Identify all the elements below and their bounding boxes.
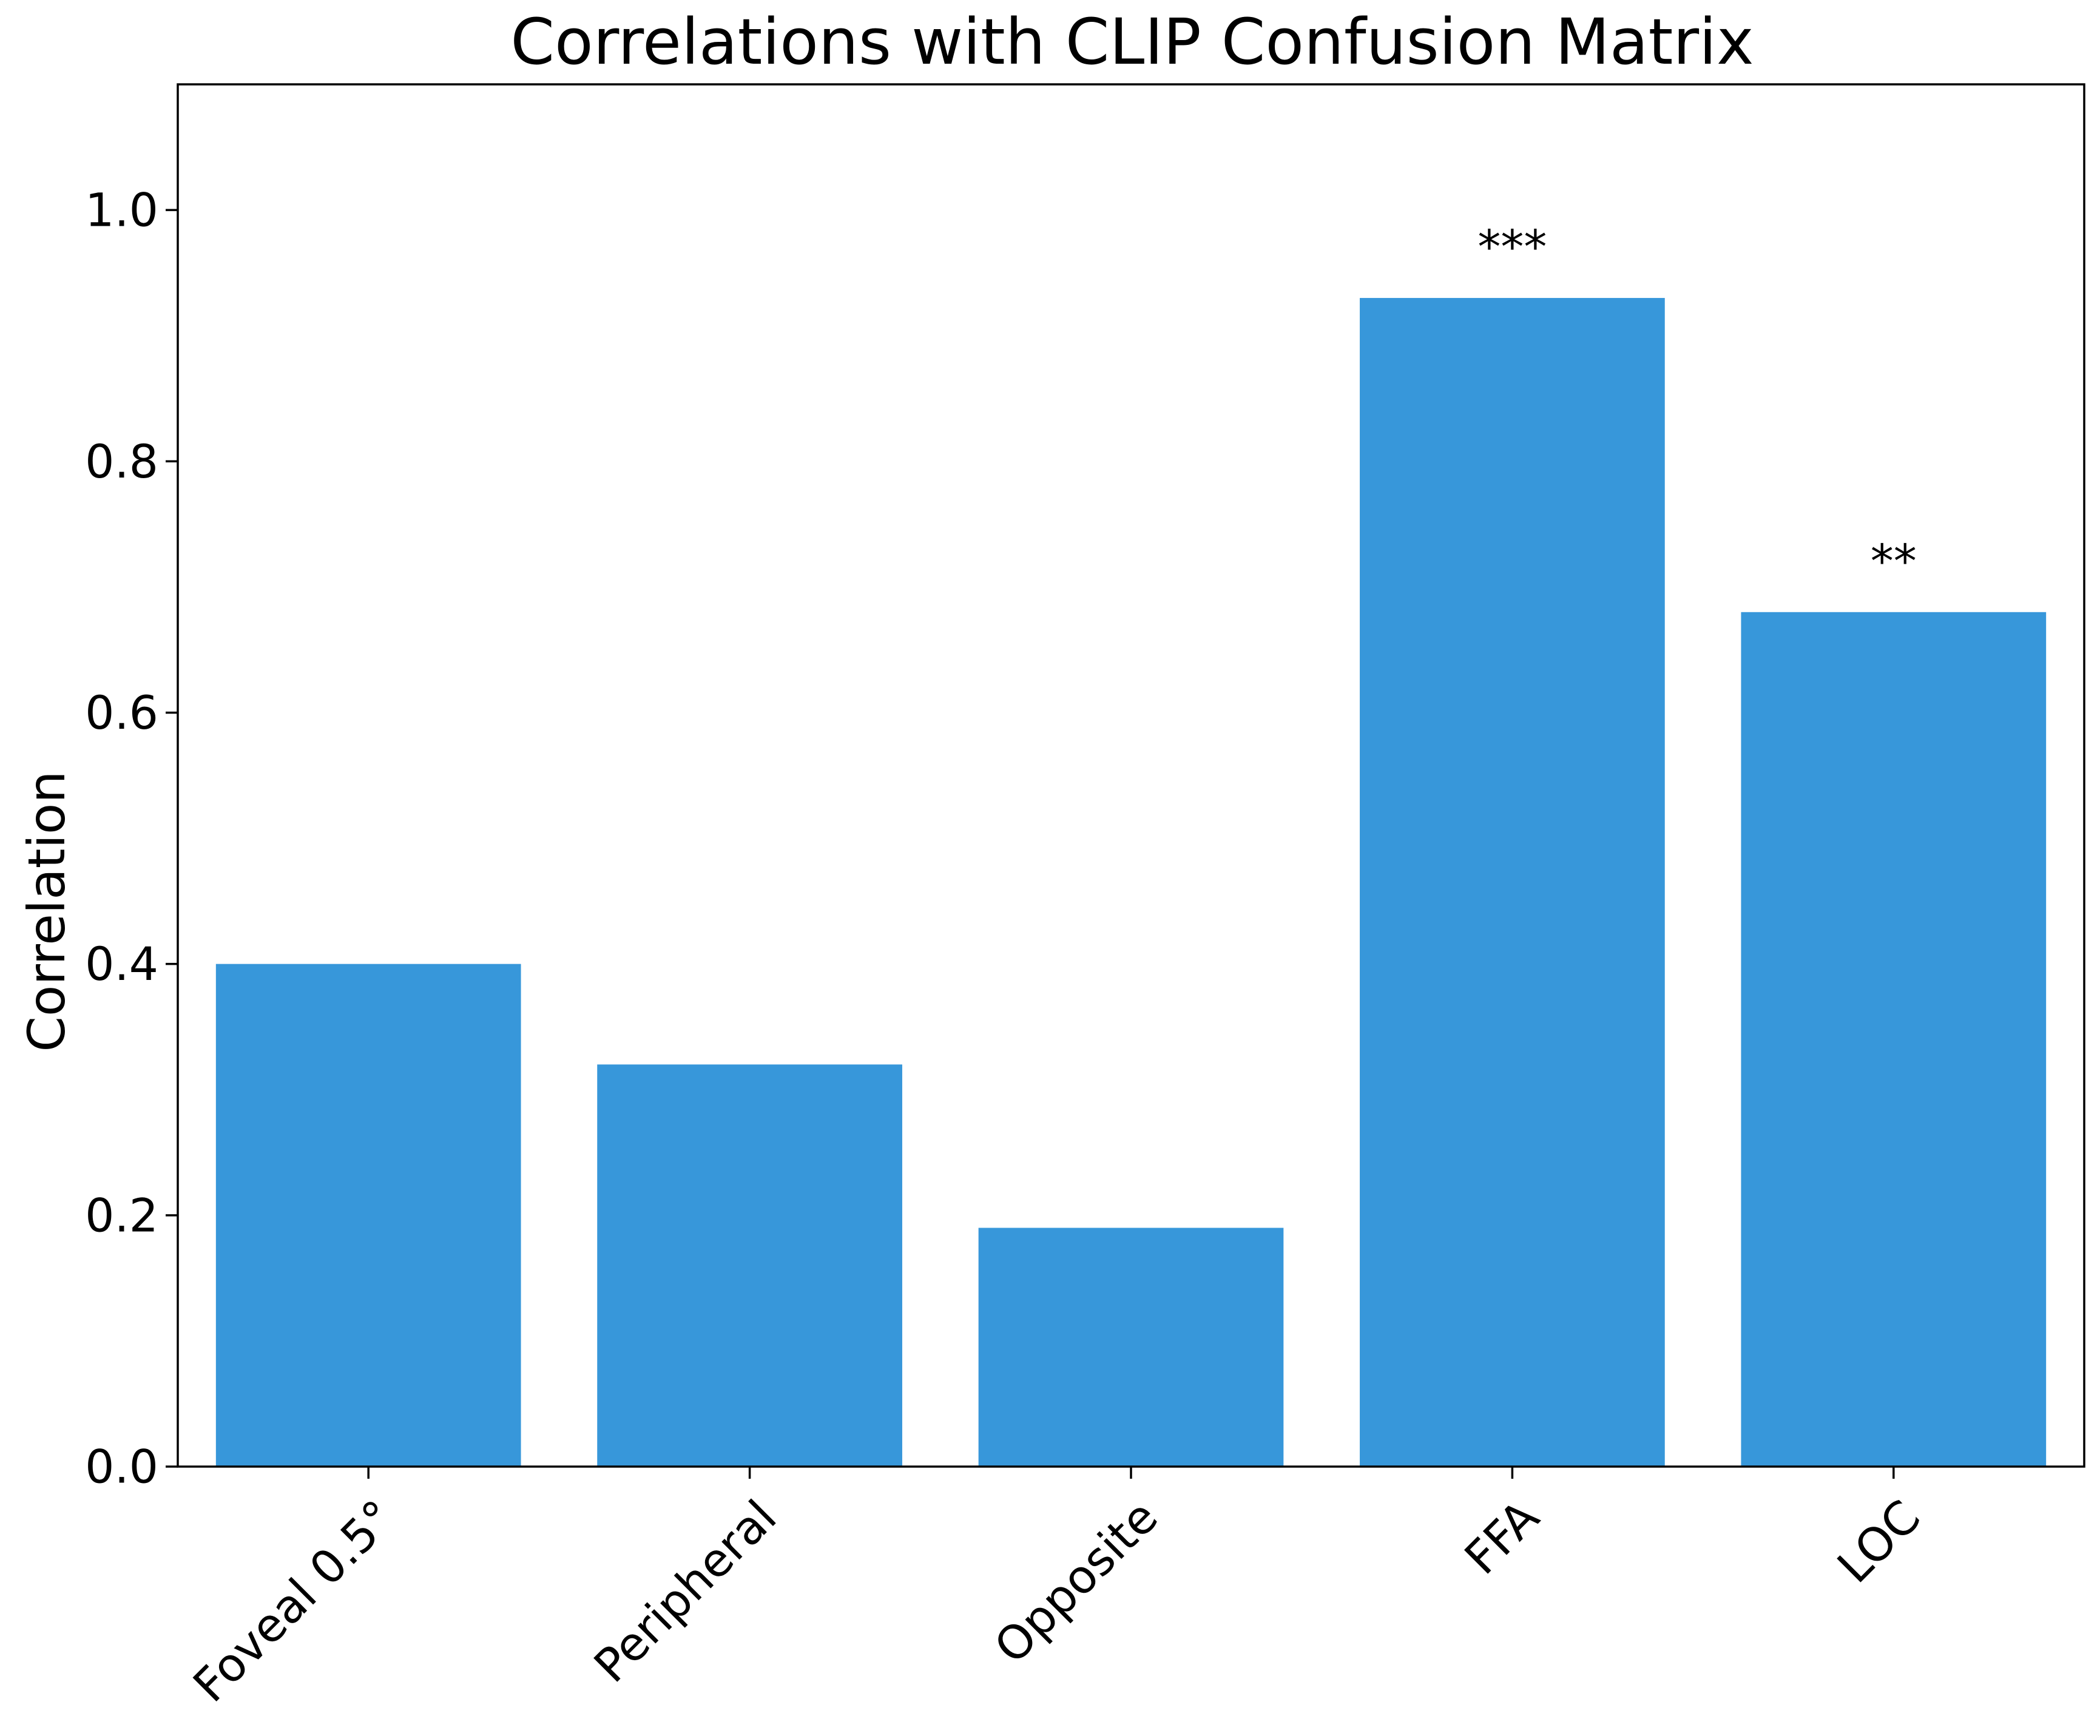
y-tick-label: 0.6 [85, 686, 158, 740]
bar-4 [1741, 612, 2047, 1467]
y-tick-label: 0.8 [85, 434, 158, 488]
plot-frame [177, 83, 2085, 1468]
x-axis-ticks: Foveal 0.5° Peripheral Opposite FFA LOC [183, 1467, 1931, 1712]
y-tick-label: 1.0 [85, 183, 158, 237]
x-tick-label: LOC [1827, 1490, 1931, 1593]
x-tick-label: Peripheral [584, 1490, 787, 1693]
y-axis-ticks: 0.0 0.2 0.4 0.6 0.8 1.0 [85, 183, 178, 1494]
y-tick-label: 0.0 [85, 1440, 158, 1494]
bar-2 [978, 1228, 1284, 1467]
y-tick-label: 0.2 [85, 1188, 158, 1242]
x-tick-label: Foveal 0.5° [183, 1490, 405, 1712]
bar-0 [215, 964, 521, 1467]
y-tick-label: 0.4 [85, 937, 158, 991]
significance-label: *** [1477, 220, 1547, 274]
bar-1 [597, 1064, 902, 1467]
x-tick-label: Opposite [984, 1490, 1167, 1674]
bar-3 [1360, 298, 1665, 1467]
chart-title: Correlations with CLIP Confusion Matrix [510, 5, 1754, 79]
significance-label: ** [1871, 534, 1917, 588]
x-tick-label: FFA [1454, 1490, 1550, 1585]
data-labels: ***** [1477, 220, 1916, 588]
bars-layer [215, 298, 2047, 1467]
y-axis-label: Correlation [17, 771, 76, 1052]
